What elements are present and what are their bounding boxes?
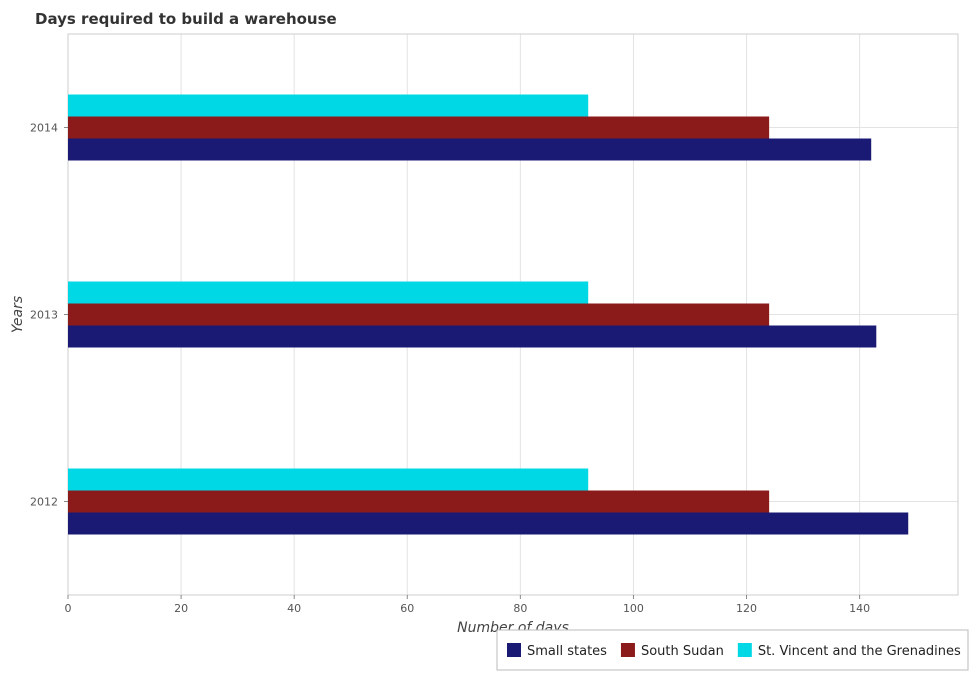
- legend-label: Small states: [527, 644, 607, 659]
- y-axis-title: Years: [10, 296, 26, 333]
- legend: Small states South Sudan St. Vincent and t…: [496, 629, 969, 671]
- bar-small-states-2012: [68, 512, 909, 535]
- legend-swatch: [620, 643, 635, 657]
- bar-st-vincent-and-the-grenadines-2014: [68, 94, 589, 117]
- legend-label: South Sudan: [641, 644, 724, 659]
- x-tick-label: 60: [400, 602, 414, 615]
- bar-small-states-2014: [68, 138, 872, 161]
- bars-group: [68, 94, 909, 535]
- x-tick-label: 120: [736, 602, 757, 615]
- bar-small-states-2013: [68, 325, 877, 348]
- legend-swatch: [737, 643, 752, 657]
- legend-swatch: [507, 643, 521, 657]
- bar-st-vincent-and-the-grenadines-2012: [68, 468, 589, 491]
- bar-south-sudan-2014: [68, 116, 770, 139]
- x-tick-label: 40: [287, 602, 301, 615]
- x-tick-label: 140: [849, 602, 870, 615]
- x-tick-label: 20: [174, 602, 188, 615]
- legend-box: [496, 629, 969, 671]
- bar-st-vincent-and-the-grenadines-2013: [68, 281, 589, 304]
- y-tick-label: 2014: [30, 122, 58, 135]
- bar-south-sudan-2013: [68, 303, 770, 326]
- y-tick-label: 2013: [30, 309, 58, 322]
- y-tick-labels: 2012 2013 2014: [30, 122, 68, 509]
- x-tick-labels: 0 20 40 60 80 100 120 140: [65, 595, 870, 615]
- y-tick-label: 2012: [30, 496, 58, 509]
- bar-south-sudan-2012: [68, 490, 770, 513]
- x-tick-label: 100: [623, 602, 644, 615]
- x-tick-label: 80: [513, 602, 527, 615]
- x-tick-label: 0: [65, 602, 72, 615]
- legend-label: St. Vincent and the Grenadines: [758, 644, 961, 659]
- chart-title: Days required to build a warehouse: [35, 10, 337, 28]
